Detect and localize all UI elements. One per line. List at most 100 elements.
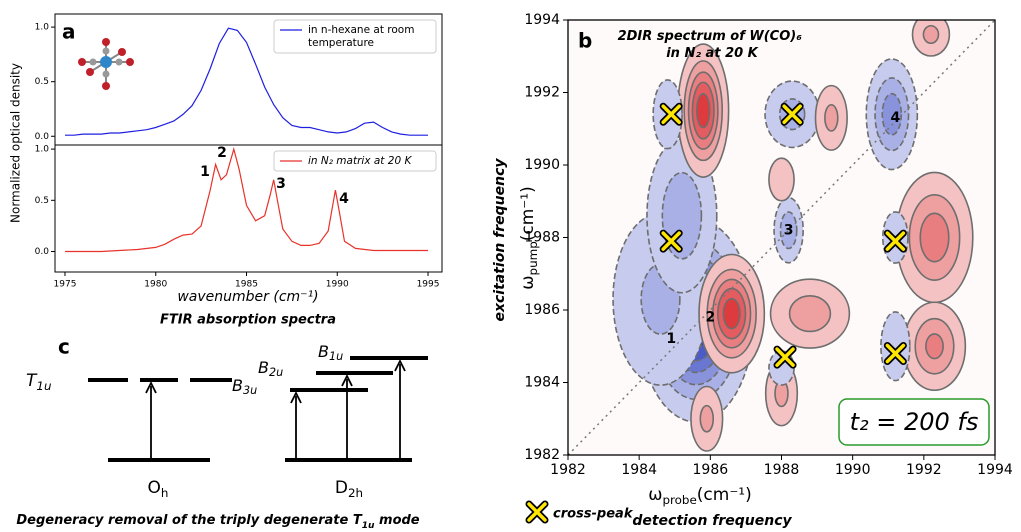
y-axis-label-part: (cm⁻¹): [518, 186, 538, 241]
caption-part: Degeneracy removal of the triply degener…: [16, 513, 352, 528]
peak-number: 1: [200, 164, 210, 180]
legend-box: [273, 19, 437, 54]
panel-letter: c: [58, 335, 70, 359]
state-label-part: B: [318, 342, 329, 361]
state-label-part: 1u: [329, 350, 343, 363]
positive-contour: [699, 404, 715, 433]
text-line: 2DIR spectrum of W(CO)₆: [618, 29, 807, 44]
annotation-box: [838, 398, 990, 446]
contours: [568, 20, 995, 455]
molecule-icon: [78, 38, 134, 90]
legend-label: in N₂ matrix at 20 K: [308, 155, 412, 167]
x-tick-label: 1992: [906, 462, 942, 478]
peak-number: 1: [666, 331, 676, 347]
cross-stroke: [782, 104, 802, 124]
cross-peak-marker: [780, 102, 804, 126]
group-label-part: h: [161, 486, 169, 500]
y-tick-label: 1982: [524, 447, 560, 463]
legend-label: in n-hexane at room temperature: [308, 24, 418, 49]
y-axis-label-part: ω: [518, 275, 538, 289]
text-line: in N₂ at 20 K: [666, 46, 758, 61]
cross-stroke: [885, 343, 906, 364]
y-tick-label: 1.0: [35, 145, 50, 155]
y-tick-label: 0.0: [35, 132, 50, 142]
arrow-head: [145, 380, 157, 394]
state-label-part: 3u: [243, 384, 257, 397]
positive-contour: [768, 157, 795, 202]
cross-stroke: [661, 104, 681, 124]
group-label-part: O: [148, 478, 161, 498]
peak-number: 3: [784, 222, 794, 238]
x-axis-label-part: probe: [662, 493, 696, 507]
positive-contour: [922, 24, 940, 45]
x-tick-label: 1995: [417, 280, 440, 290]
caption-part: T: [353, 513, 363, 528]
x-tick-label: 1980: [144, 280, 167, 290]
x-tick-label: 1986: [693, 462, 729, 478]
state-label: B1u: [318, 342, 343, 364]
x-axis-label-part: ω: [648, 485, 662, 505]
y-tick-label: 1986: [524, 302, 560, 318]
text-line: in n-hexane at room: [308, 24, 418, 36]
cross-peak-marker: [883, 229, 907, 253]
state-label-part: 1u: [36, 379, 51, 393]
cross-peak-marker: [659, 102, 683, 126]
cross-stroke: [775, 347, 795, 367]
state-label: B3u: [232, 376, 257, 398]
state-label-part: B: [258, 358, 269, 377]
peak-number: 2: [217, 145, 227, 161]
x-tick-label: 1985: [235, 280, 258, 290]
arrow-head: [394, 358, 406, 372]
caption-part: 1u: [362, 521, 375, 531]
x-tick-label: 1984: [621, 462, 657, 478]
y-axis-label-part: pump: [526, 241, 540, 275]
y-tick-label: 1984: [524, 375, 560, 391]
group-label: D2h: [335, 478, 363, 500]
state-label: B2u: [258, 358, 283, 380]
positive-contour: [695, 92, 711, 129]
state-label-part: T: [26, 371, 38, 391]
chart-title: 2DIR spectrum of W(CO)₆ in N₂ at 20 K: [618, 29, 807, 61]
state-label-part: B: [232, 376, 243, 395]
y-note: excitation frequency: [492, 158, 508, 322]
cross-peak-marker: [525, 500, 549, 524]
y-tick-label: 0.5: [35, 77, 49, 87]
positive-contour: [925, 333, 944, 360]
y-tick-label: 1988: [524, 230, 560, 246]
group-label-part: D: [335, 478, 348, 498]
panel-letter: a: [62, 20, 76, 44]
panel-letter: b: [578, 29, 592, 53]
state-label-part: 2u: [269, 366, 283, 379]
group-label-part: 2h: [348, 486, 363, 500]
legend-label: cross-peak: [553, 507, 634, 522]
x-axis-label: ωprobe(cm⁻¹): [648, 485, 752, 507]
negative-contour: [779, 211, 798, 250]
y-tick-label: 1992: [524, 85, 560, 101]
negative-contour: [881, 92, 903, 136]
cross-peak-marker: [773, 345, 797, 369]
y-tick-label: 1.0: [35, 23, 50, 33]
cross-peak-marker: [659, 229, 683, 253]
positive-contour: [919, 212, 950, 263]
cross-stroke: [661, 231, 681, 251]
x-axis-label-part: (cm⁻¹): [697, 485, 752, 505]
x-tick-label: 1990: [326, 280, 349, 290]
x-tick-label: 1982: [550, 462, 586, 478]
text-line: temperature: [308, 37, 374, 49]
positive-contour: [824, 103, 839, 132]
y-tick-label: 0.0: [35, 247, 50, 257]
text-line: in N₂ matrix at 20 K: [308, 155, 412, 167]
arrow-head: [341, 373, 353, 387]
x-tick-label: 1988: [764, 462, 800, 478]
spectrum-line: [65, 146, 428, 253]
legend-box: [273, 150, 437, 172]
peak-number: 2: [705, 309, 715, 325]
x-tick-label: 1994: [977, 462, 1013, 478]
annotation: t₂ = 200 fs: [850, 408, 979, 436]
caption: FTIR absorption spectra: [160, 313, 336, 328]
cross-peak-marker: [883, 342, 907, 365]
x-tick-label: 1990: [835, 462, 871, 478]
spectrum-line: [65, 27, 428, 136]
plot-frame: [54, 144, 443, 273]
